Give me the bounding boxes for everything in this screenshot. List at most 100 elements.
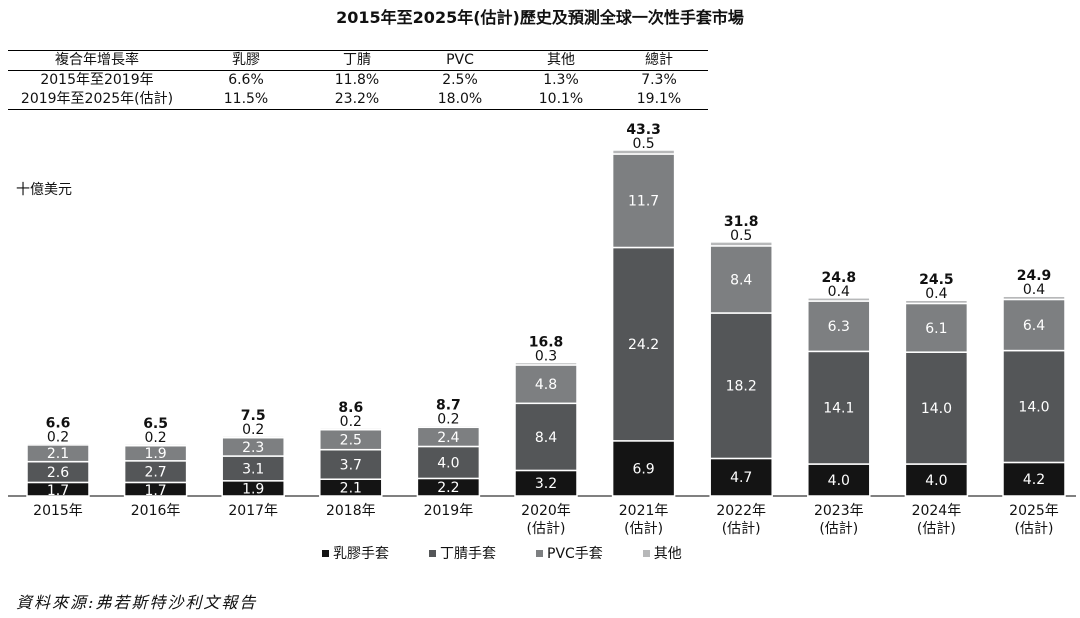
segment-label: 0.3 [535, 349, 557, 365]
segment-label: 2.5 [340, 433, 362, 449]
source-note: 資料來源:弗若斯特沙利文報告 [16, 593, 258, 612]
bar-segment-nitrile [611, 246, 676, 442]
segment-label: 0.5 [632, 136, 654, 152]
total-label: 24.8 [822, 270, 857, 286]
cagr-table: 複合年增長率 乳膠 丁腈 PVC 其他 總計 2015年至2019年 6.6% … [8, 50, 708, 110]
cagr-header: 複合年增長率 [55, 52, 139, 68]
segment-label: 8.4 [730, 272, 752, 288]
bar-segment-other [904, 299, 969, 305]
segment-label: 2.1 [340, 481, 362, 497]
segment-label: 2.6 [47, 465, 69, 481]
bar-segment-latex [709, 457, 773, 497]
cagr-header: 丁腈 [343, 52, 371, 68]
x-tick-label: 2022年 [716, 503, 766, 519]
total-label: 24.9 [1017, 268, 1052, 284]
cagr-cell: 1.3% [543, 72, 579, 88]
total-label: 7.5 [241, 408, 266, 424]
total-label: 8.6 [338, 400, 363, 416]
segment-label: 3.1 [242, 461, 264, 477]
segment-label: 6.4 [1023, 318, 1045, 334]
segment-label: 2.1 [47, 446, 69, 462]
bar-segment-other [1002, 295, 1066, 301]
segment-label: 6.3 [828, 319, 850, 335]
cagr-header: 總計 [645, 52, 673, 68]
cagr-cell: 6.6% [228, 72, 264, 88]
stacked-bar-chart: 1.72.62.10.26.62015年1.72.71.90.26.52016年… [8, 122, 1076, 537]
cagr-cell: 19.1% [636, 91, 682, 107]
bar-segment-pvc [1002, 298, 1066, 352]
legend-swatch-other [642, 549, 650, 557]
total-label: 16.8 [529, 335, 564, 351]
segment-label: 0.4 [925, 286, 947, 302]
legend-item-pvc: PVC手套 [536, 543, 603, 563]
segment-label: 14.0 [921, 401, 952, 417]
segment-label: 4.7 [730, 470, 752, 486]
bar-segment-other [514, 361, 578, 366]
cagr-header: 乳膠 [232, 52, 260, 68]
segment-label: 0.2 [437, 412, 459, 428]
bar-segment-nitrile [1002, 349, 1066, 464]
bar-segment-latex [1002, 461, 1066, 497]
cagr-cell: 23.2% [334, 91, 380, 107]
segment-label: 4.0 [828, 473, 850, 489]
segment-label: 3.7 [340, 457, 362, 473]
x-tick-label: 2024年 [912, 503, 962, 519]
segment-label: 2.2 [437, 480, 459, 496]
bar-segment-latex [807, 463, 871, 497]
x-tick-label: 2018年 [326, 503, 376, 519]
segment-label: 4.0 [437, 455, 459, 471]
x-tick-label: 2017年 [228, 503, 278, 519]
segment-label: 6.1 [925, 321, 947, 337]
segment-label: 4.8 [535, 377, 557, 393]
bar-segment-other [807, 297, 871, 302]
total-label: 6.6 [46, 415, 71, 431]
legend-item-latex: 乳膠手套 [322, 543, 389, 563]
total-label: 8.7 [436, 398, 461, 414]
x-tick-label: (估計) [722, 521, 761, 537]
bar-segment-other [319, 427, 383, 431]
x-tick-label: 2020年 [521, 503, 571, 519]
bar-segment-nitrile [709, 312, 773, 460]
x-tick-label: 2021年 [619, 503, 669, 519]
legend-item-nitrile: 丁腈手套 [429, 543, 496, 563]
chart-title: 2015年至2025年(估計)歷史及預測全球一次性手套市場 [336, 8, 744, 27]
bar-segment-nitrile [416, 445, 481, 480]
cagr-cell: 11.5% [223, 91, 269, 107]
bar-segment-pvc [611, 153, 676, 249]
segment-label: 1.7 [47, 483, 69, 499]
bar-segment-pvc [709, 245, 773, 314]
bar-segment-other [611, 149, 676, 155]
cagr-header-row: 複合年增長率 乳膠 丁腈 PVC 其他 總計 [8, 50, 708, 71]
bar-segment-nitrile [221, 455, 285, 482]
segment-label: 11.7 [628, 194, 659, 210]
y-unit-label: 十億美元 [16, 182, 72, 198]
x-tick-label: 2015年 [33, 503, 83, 519]
x-tick-label: (估計) [624, 521, 663, 537]
cagr-cell: 7.3% [641, 72, 677, 88]
segment-label: 8.4 [535, 430, 557, 446]
legend-item-other: 其他 [642, 543, 682, 563]
segment-label: 0.2 [340, 414, 362, 430]
segment-label: 0.4 [828, 284, 850, 300]
bar-segment-other [26, 442, 90, 446]
total-label: 31.8 [724, 214, 759, 230]
legend-label: PVC手套 [547, 546, 603, 562]
cagr-row: 2015年至2019年 6.6% 11.8% 2.5% 1.3% 7.3% [8, 71, 708, 91]
cagr-cell: 2019年至2025年(估計) [20, 91, 174, 107]
legend: 乳膠手套 丁腈手套 PVC手套 其他 [322, 543, 722, 563]
segment-label: 4.2 [1023, 472, 1045, 488]
bar-segment-nitrile [904, 351, 969, 465]
total-label: 6.5 [143, 416, 168, 432]
bar-segment-other [221, 435, 285, 439]
cagr-cell: 2.5% [442, 72, 478, 88]
x-tick-label: (估計) [1015, 521, 1054, 537]
x-tick-label: (估計) [917, 521, 956, 537]
segment-label: 4.0 [925, 473, 947, 489]
segment-label: 0.5 [730, 228, 752, 244]
bar-segment-latex [611, 440, 676, 497]
bar-segment-nitrile [319, 448, 383, 480]
bar-segment-pvc [904, 302, 969, 353]
segment-label: 14.0 [1018, 400, 1049, 416]
bar-segment-other [416, 424, 481, 429]
segment-label: 3.2 [535, 476, 557, 492]
